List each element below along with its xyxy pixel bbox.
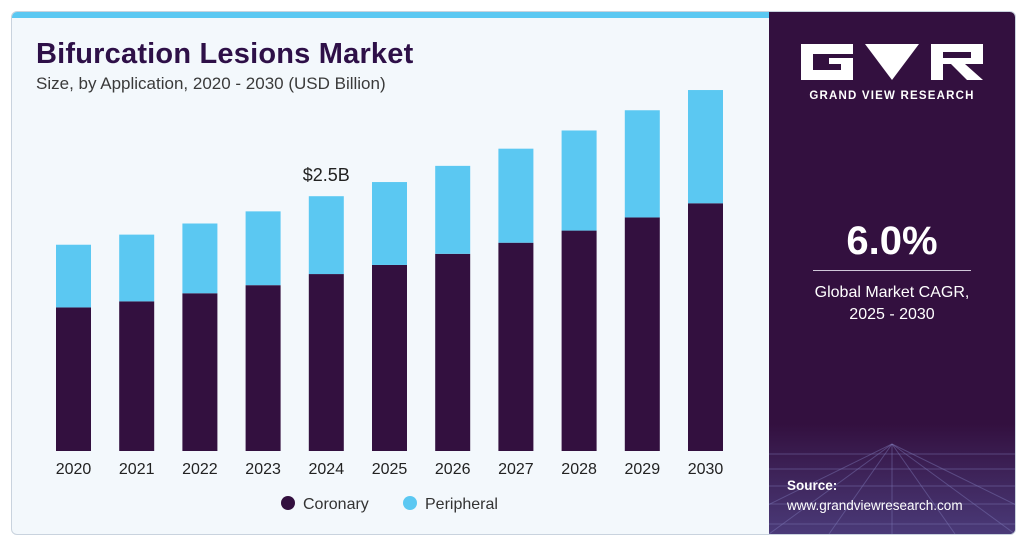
bar-coronary-2027 — [498, 242, 534, 451]
bar-coronary-2024 — [308, 274, 344, 451]
bar-coronary-2023 — [245, 285, 281, 451]
legend-label-peripheral: Peripheral — [425, 496, 498, 513]
bar-coronary-2026 — [435, 253, 471, 451]
source-label: Source: — [787, 478, 838, 493]
bar-coronary-2020 — [56, 307, 91, 451]
bar-peripheral-2024 — [308, 196, 344, 275]
x-tick-label: 2021 — [119, 461, 155, 478]
bar-peripheral-2022 — [182, 223, 218, 294]
bar-coronary-2029 — [624, 217, 660, 451]
bar-peripheral-2030 — [688, 90, 723, 204]
cagr-label-line2: 2025 - 2030 — [849, 306, 935, 323]
bar-peripheral-2023 — [245, 211, 281, 286]
legend-marker-peripheral — [403, 496, 417, 510]
cagr-value: 6.0% — [846, 219, 938, 263]
legend-marker-coronary — [281, 496, 295, 510]
source-note: Source: www.grandviewresearch.com — [787, 476, 963, 516]
brand-name: GRAND VIEW RESEARCH — [809, 90, 975, 102]
source-url: www.grandviewresearch.com — [787, 498, 963, 513]
legend-label-coronary: Coronary — [303, 496, 369, 513]
divider — [813, 270, 971, 271]
x-tick-label: 2028 — [561, 461, 597, 478]
bar-peripheral-2028 — [561, 130, 597, 231]
bar-coronary-2021 — [119, 301, 155, 451]
bar-coronary-2025 — [372, 264, 407, 451]
logo-mark-icon — [801, 44, 983, 80]
bar-peripheral-2020 — [56, 244, 91, 308]
brand-logo: GRAND VIEW RESEARCH — [801, 40, 983, 104]
infographic-card: 2020 2021 2022 2023 2024 2025 2026 2027 2028 2029… — [11, 11, 1016, 535]
x-tick-label: 2024 — [309, 461, 345, 478]
x-tick-label: 2027 — [498, 461, 534, 478]
x-tick-label: 2020 — [56, 461, 92, 478]
x-tick-label: 2029 — [625, 461, 661, 478]
x-tick-label: 2023 — [245, 461, 281, 478]
chart-subtitle: Size, by Application, 2020 - 2030 (USD B… — [36, 74, 386, 93]
accent-bar — [12, 12, 769, 18]
bar-peripheral-2021 — [119, 234, 155, 302]
bar-peripheral-2029 — [624, 110, 660, 218]
sidebar-panel: GRAND VIEW RESEARCH 6.0% Global Market C… — [769, 12, 1015, 534]
bar-coronary-2030 — [688, 203, 723, 451]
bar-coronary-2022 — [182, 293, 218, 451]
data-label: $2.5B — [303, 165, 350, 185]
bar-chart: 2020 2021 2022 2023 2024 2025 2026 2027 2028 2029… — [56, 90, 724, 513]
x-tick-label: 2026 — [435, 461, 471, 478]
bar-peripheral-2025 — [372, 182, 407, 265]
decorative-grid — [769, 424, 1015, 534]
bar-coronary-2028 — [561, 230, 597, 451]
cagr-label: Global Market CAGR, 2025 - 2030 — [769, 282, 1015, 326]
x-tick-label: 2025 — [372, 461, 408, 478]
x-tick-label: 2022 — [182, 461, 218, 478]
chart-title: Bifurcation Lesions Market — [36, 38, 414, 70]
bar-peripheral-2027 — [498, 148, 534, 243]
cagr-label-line1: Global Market CAGR, — [814, 284, 970, 301]
bar-peripheral-2026 — [435, 165, 471, 254]
x-tick-label: 2030 — [688, 461, 724, 478]
